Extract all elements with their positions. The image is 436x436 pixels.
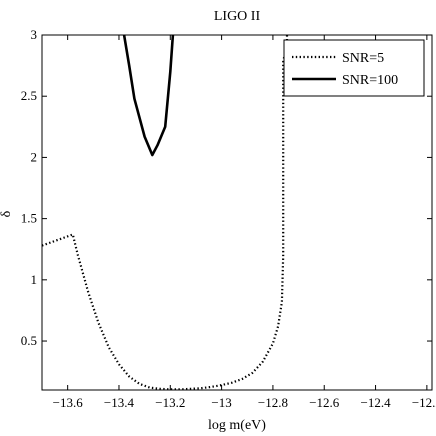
x-tick-label: −12.6 bbox=[309, 395, 340, 410]
series-line-snr-100 bbox=[122, 35, 175, 157]
y-tick-label: 1 bbox=[31, 272, 38, 287]
chart-title: LIGO II bbox=[214, 9, 261, 24]
y-axis-title: δ bbox=[0, 210, 14, 217]
legend-box bbox=[283, 39, 425, 97]
x-axis-title: log m(eV) bbox=[208, 418, 266, 433]
legend: SNR=5 SNR=100 bbox=[283, 39, 425, 97]
x-tick-label: −13.2 bbox=[155, 395, 185, 410]
x-axis-ticks: −13.6 −13.4 −13.2 −13 −12.8 −12.6 −12.4 −12.2 bbox=[53, 35, 436, 410]
x-tick-label: −13.6 bbox=[53, 395, 84, 410]
y-tick-label: 0.5 bbox=[21, 333, 37, 348]
x-tick-label: −12.4 bbox=[361, 395, 392, 410]
legend-label: SNR=5 bbox=[342, 51, 384, 66]
x-tick-label: −13.4 bbox=[104, 395, 135, 410]
x-tick-label: −12.8 bbox=[258, 395, 288, 410]
x-tick-label: −12.2 bbox=[412, 395, 436, 410]
y-tick-label: 1.5 bbox=[21, 211, 37, 226]
y-tick-label: 2.5 bbox=[21, 88, 37, 103]
y-tick-label: 2 bbox=[31, 149, 38, 164]
series-layer bbox=[42, 35, 289, 390]
x-tick-label: −13 bbox=[211, 395, 231, 410]
legend-label: SNR=100 bbox=[342, 73, 398, 88]
y-axis-ticks: 0.5 1 1.5 2 2.5 3 bbox=[21, 27, 432, 348]
y-tick-label: 3 bbox=[31, 27, 38, 42]
